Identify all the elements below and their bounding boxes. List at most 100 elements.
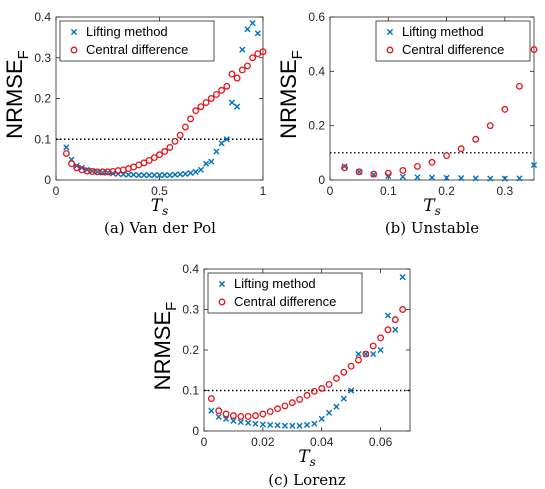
data-point-central xyxy=(166,143,174,151)
legend: Lifting method Central difference xyxy=(59,20,215,62)
x-axis-label: Ts xyxy=(423,196,441,218)
data-point-central xyxy=(472,135,480,143)
data-point-lifting xyxy=(267,421,274,429)
data-point-lifting xyxy=(171,171,179,178)
data-point-lifting xyxy=(230,417,237,424)
data-point-lifting xyxy=(187,169,194,177)
data-point-lifting xyxy=(213,148,220,155)
data-point-lifting xyxy=(146,172,153,179)
data-point-central xyxy=(181,123,189,131)
data-point-lifting xyxy=(348,387,355,394)
x-tick-label: 0.3 xyxy=(497,184,514,198)
data-point-lifting xyxy=(340,395,347,402)
data-point-central xyxy=(237,412,245,420)
data-point-lifting xyxy=(130,171,137,178)
legend-box xyxy=(375,20,531,62)
x-axis-label-main: T xyxy=(298,447,311,467)
data-point-lifting xyxy=(443,174,450,181)
data-point-lifting xyxy=(384,312,392,319)
x-axis-label-subscript: s xyxy=(435,204,441,218)
legend: Lifting method Central difference xyxy=(375,20,531,62)
legend-label-lifting: Lifting method xyxy=(86,24,168,39)
data-point-lifting xyxy=(274,422,281,429)
data-point-lifting xyxy=(289,422,296,429)
data-point-central xyxy=(341,164,349,172)
data-point-lifting xyxy=(125,171,132,178)
data-point-lifting xyxy=(370,350,377,358)
data-point-central xyxy=(62,150,70,157)
series-lifting-method xyxy=(63,20,261,179)
y-axis-label-main: NRMSE xyxy=(2,59,27,138)
data-point-central xyxy=(176,131,184,139)
y-tick-label: 0.4 xyxy=(308,64,325,78)
y-tick-label: 0 xyxy=(44,173,51,187)
y-tick-label: 0.1 xyxy=(34,132,51,146)
legend-label-central: Central difference xyxy=(86,42,188,57)
data-point-lifting xyxy=(192,168,199,175)
series-central-difference xyxy=(207,306,407,420)
data-point-lifting xyxy=(414,174,421,181)
legend-circle-icon xyxy=(70,46,78,54)
data-point-lifting xyxy=(281,422,289,429)
data-point-lifting xyxy=(501,175,508,182)
data-point-central xyxy=(150,154,158,162)
data-point-central xyxy=(207,95,215,102)
panel-caption: (c) Lorenz xyxy=(268,471,346,489)
data-point-lifting xyxy=(156,172,163,179)
y-tick-label: 0.3 xyxy=(34,51,51,65)
data-point-lifting xyxy=(73,162,80,169)
x-tick-label: 0.2 xyxy=(438,184,455,198)
data-point-central xyxy=(384,326,392,334)
data-point-central xyxy=(332,374,340,382)
data-point-lifting xyxy=(245,419,252,426)
data-point-lifting xyxy=(228,99,236,106)
legend-box xyxy=(207,272,363,314)
data-point-central xyxy=(296,395,304,403)
panel-caption: (a) Van der Pol xyxy=(104,219,216,237)
data-point-lifting xyxy=(341,163,348,170)
x-tick-label: 1 xyxy=(260,184,267,198)
data-point-lifting xyxy=(428,174,436,181)
data-point-lifting xyxy=(254,30,261,37)
y-tick-label: 0.2 xyxy=(34,92,51,106)
x-axis-label-main: T xyxy=(423,196,436,216)
data-point-lifting xyxy=(399,274,406,281)
legend-label-lifting: Lifting method xyxy=(402,24,484,39)
data-point-central xyxy=(355,356,362,364)
panel-unstable: 0 0.1 0.2 0.3 0 0.2 0.4 0.6 Lifting method Centra… xyxy=(276,10,538,237)
data-point-lifting xyxy=(197,166,204,173)
y-axis-label-subscript: F xyxy=(163,302,180,311)
series-central-difference xyxy=(62,48,267,176)
data-point-central xyxy=(233,74,241,82)
data-point-central xyxy=(428,158,436,166)
data-point-central xyxy=(229,412,237,420)
y-axis-label-main: NRMSE xyxy=(276,59,301,138)
data-point-lifting xyxy=(222,415,230,422)
panel-caption: (b) Unstable xyxy=(385,219,479,237)
data-point-central xyxy=(318,385,326,392)
data-point-lifting xyxy=(296,422,303,429)
data-point-central xyxy=(355,168,363,176)
y-tick-label: 0.3 xyxy=(182,303,199,317)
data-point-lifting xyxy=(311,420,318,427)
data-point-lifting xyxy=(487,175,494,182)
legend-cross-icon xyxy=(386,28,394,36)
data-point-lifting xyxy=(333,403,340,410)
data-point-lifting xyxy=(392,326,399,333)
x-axis-label-subscript: s xyxy=(162,204,168,218)
data-point-central xyxy=(274,405,282,413)
legend-cross-icon xyxy=(70,28,78,36)
data-point-lifting xyxy=(325,409,333,416)
data-point-central xyxy=(457,145,465,153)
data-point-lifting xyxy=(63,144,70,151)
data-point-lifting xyxy=(215,413,222,420)
panel-lorenz: 0 0.02 0.04 0.06 0 0.1 0.2 0.3 0.4 Lifting method… xyxy=(150,262,411,489)
data-point-central xyxy=(223,82,231,90)
legend-cross-icon xyxy=(218,280,226,288)
legend-label-lifting: Lifting method xyxy=(234,276,316,291)
data-point-central xyxy=(501,105,509,113)
data-point-central xyxy=(202,99,210,107)
data-point-lifting xyxy=(252,420,259,427)
data-point-lifting xyxy=(239,46,246,53)
data-point-lifting xyxy=(218,140,225,147)
